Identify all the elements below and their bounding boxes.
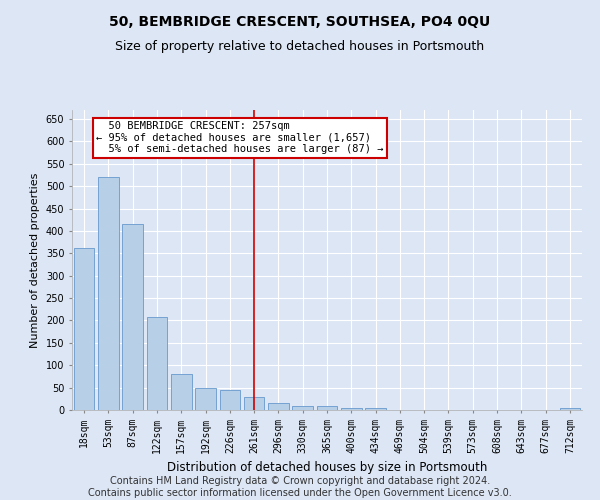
X-axis label: Distribution of detached houses by size in Portsmouth: Distribution of detached houses by size … xyxy=(167,461,487,474)
Bar xyxy=(317,406,337,410)
Bar xyxy=(244,398,265,410)
Bar xyxy=(560,408,580,410)
Bar xyxy=(365,408,386,410)
Text: 50, BEMBRIDGE CRESCENT, SOUTHSEA, PO4 0QU: 50, BEMBRIDGE CRESCENT, SOUTHSEA, PO4 0Q… xyxy=(109,15,491,29)
Bar xyxy=(171,374,191,410)
Bar xyxy=(341,408,362,410)
Bar xyxy=(292,406,313,410)
Bar xyxy=(220,390,240,410)
Bar xyxy=(268,404,289,410)
Text: Size of property relative to detached houses in Portsmouth: Size of property relative to detached ho… xyxy=(115,40,485,53)
Text: 50 BEMBRIDGE CRESCENT: 257sqm  
← 95% of detached houses are smaller (1,657)
  5: 50 BEMBRIDGE CRESCENT: 257sqm ← 95% of d… xyxy=(96,121,384,154)
Y-axis label: Number of detached properties: Number of detached properties xyxy=(30,172,40,348)
Bar xyxy=(122,224,143,410)
Bar xyxy=(98,177,119,410)
Bar xyxy=(195,388,216,410)
Bar xyxy=(74,248,94,410)
Text: Contains HM Land Registry data © Crown copyright and database right 2024.
Contai: Contains HM Land Registry data © Crown c… xyxy=(88,476,512,498)
Bar xyxy=(146,318,167,410)
